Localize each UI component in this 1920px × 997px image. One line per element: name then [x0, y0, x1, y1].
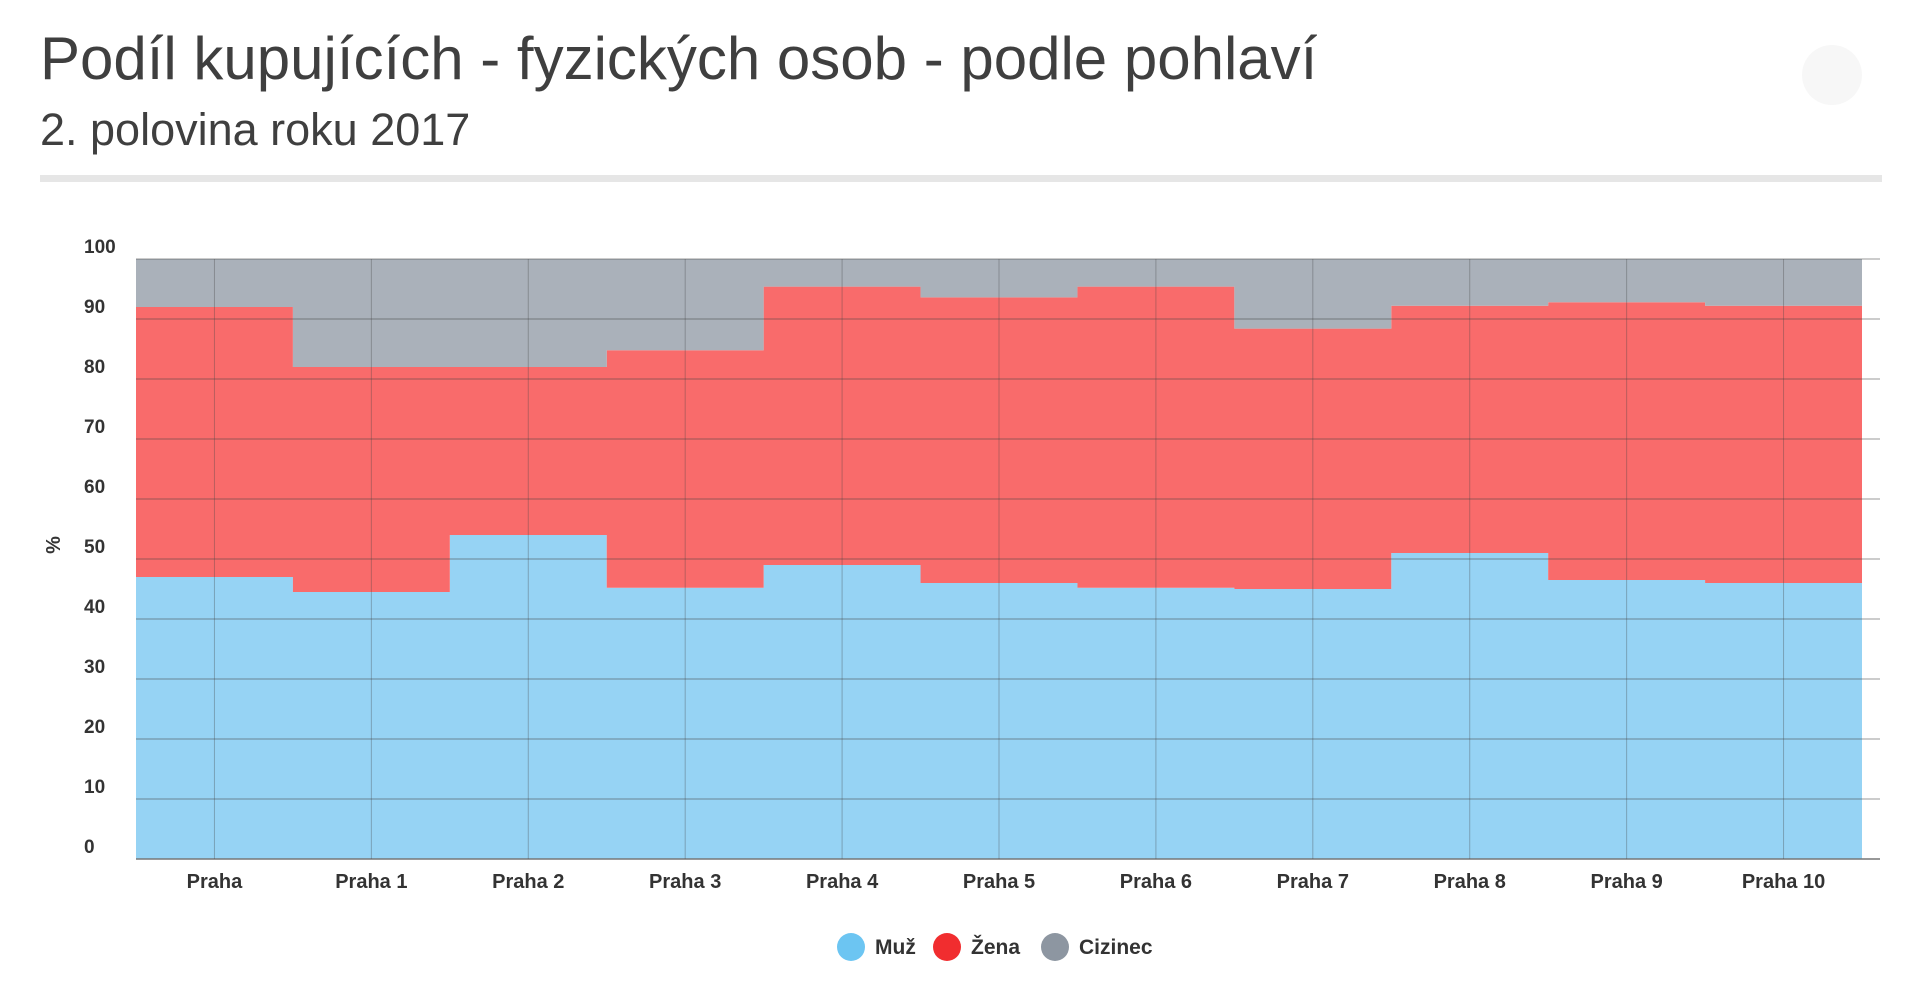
y-tick-label: 30 [84, 657, 105, 678]
legend-swatch-2 [1041, 933, 1069, 961]
y-axis-ticks: 0 10 20 30 40 50 60 70 80 90 100 [84, 237, 116, 858]
y-tick-label: 70 [84, 417, 105, 438]
x-axis-categories: Praha Praha 1 Praha 2 Praha 3 Praha 4 Praha 5… [187, 871, 1826, 893]
header-divider [40, 175, 1882, 182]
y-tick-label: 40 [84, 597, 105, 618]
x-category-label: Praha 9 [1591, 871, 1663, 893]
x-category-label: Praha 2 [492, 871, 564, 893]
x-category-label: Praha 6 [1120, 871, 1192, 893]
x-category-label: Praha 10 [1742, 871, 1825, 893]
y-tick-label: 80 [84, 357, 105, 378]
y-tick-label: 50 [84, 537, 105, 558]
x-category-label: Praha 3 [649, 871, 721, 893]
x-category-label: Praha [187, 871, 243, 893]
chart-grid [136, 258, 1880, 860]
area-series-0 [136, 535, 1862, 859]
legend-swatch-0 [837, 933, 865, 961]
chart-legend: Muž Žena Cizinec [837, 933, 1153, 961]
x-category-label: Praha 5 [963, 871, 1035, 893]
y-tick-label: 100 [84, 237, 116, 258]
y-tick-label: 60 [84, 477, 105, 498]
chart-subtitle: 2. polovina roku 2017 [40, 104, 471, 155]
y-tick-label: 0 [84, 837, 95, 858]
chart-title: Podíl kupujících - fyzických osob - podl… [40, 25, 1318, 92]
legend-label-1: Žena [971, 935, 1020, 959]
legend-label-0: Muž [875, 936, 916, 959]
x-category-label: Praha 4 [806, 871, 879, 893]
y-axis-label: % [43, 536, 65, 554]
y-tick-label: 90 [84, 297, 105, 318]
x-category-label: Praha 7 [1277, 871, 1349, 893]
watermark-logo [1802, 45, 1862, 105]
y-tick-label: 20 [84, 717, 105, 738]
x-category-label: Praha 8 [1434, 871, 1506, 893]
x-category-label: Praha 1 [335, 871, 407, 893]
legend-swatch-1 [933, 933, 961, 961]
y-tick-label: 10 [84, 777, 105, 798]
legend-label-2: Cizinec [1079, 936, 1153, 959]
area-series-2 [136, 259, 1862, 367]
